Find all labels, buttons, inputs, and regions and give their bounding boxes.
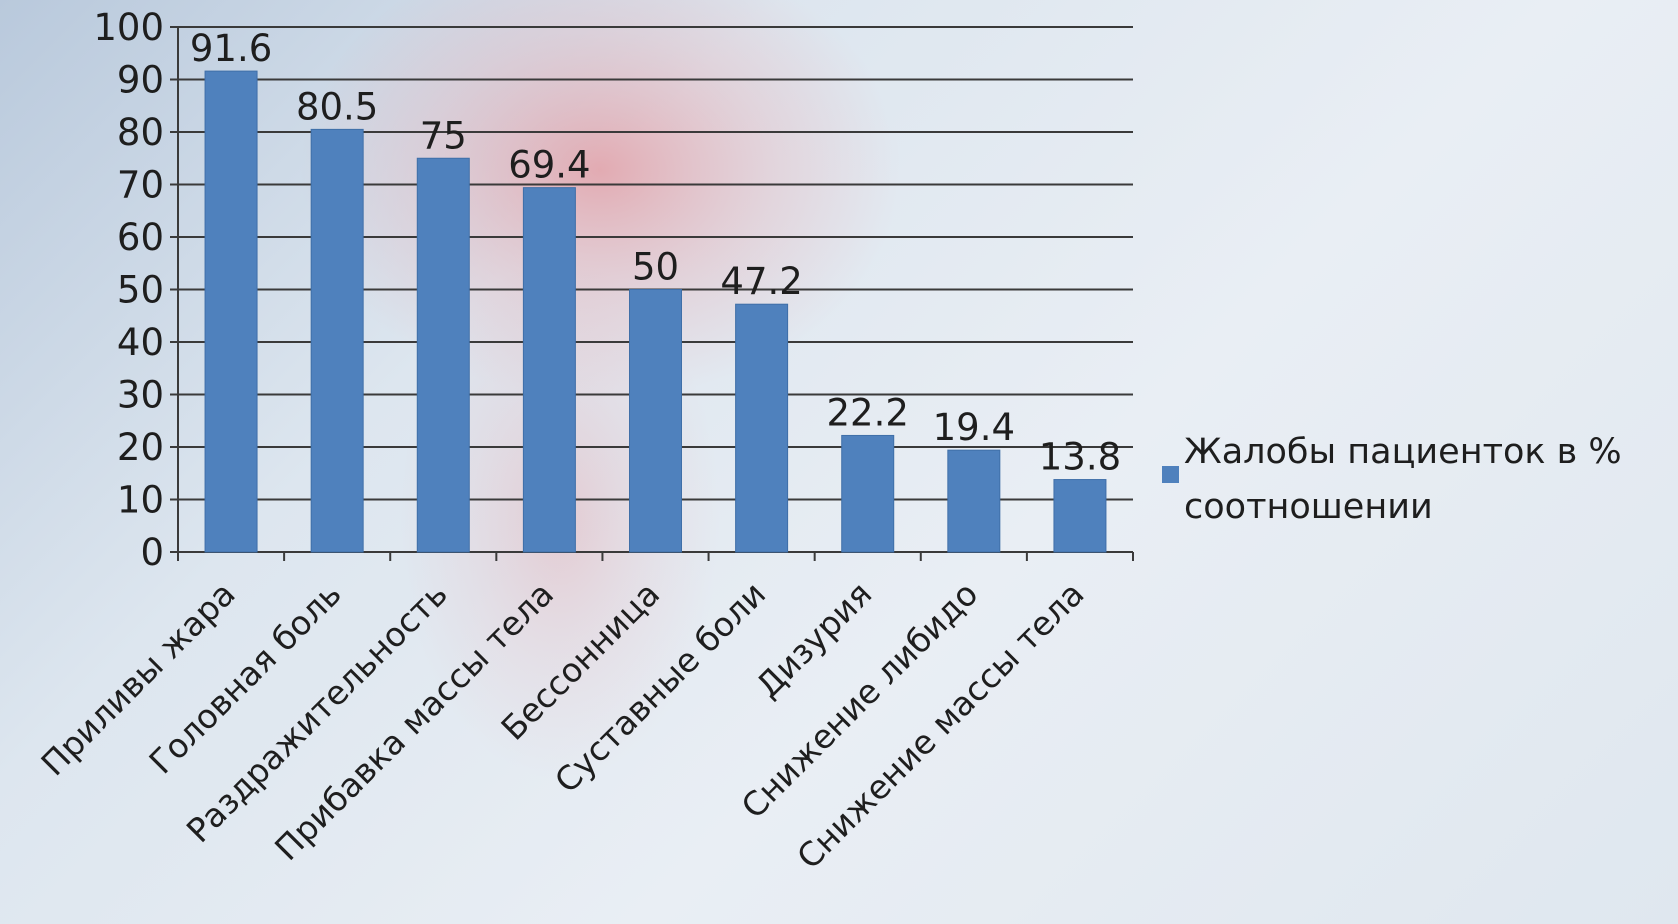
data-labels: 91.6 80.5 75 69.4 50 47.2 22.2 19.4 13.8 — [190, 27, 1121, 478]
data-label: 80.5 — [296, 85, 378, 128]
bar — [629, 289, 682, 553]
bar — [841, 434, 895, 553]
data-label: 47.2 — [720, 260, 802, 303]
bar — [522, 187, 576, 553]
legend: Жалобы пациенток в % соотношении — [1162, 432, 1622, 527]
data-label: 19.4 — [933, 406, 1015, 449]
y-tick-label: 80 — [117, 111, 164, 154]
data-label: 69.4 — [508, 144, 590, 187]
category-label: Головная боль — [141, 574, 348, 781]
data-label: 75 — [420, 114, 467, 157]
bars — [204, 70, 1107, 553]
bar — [735, 303, 789, 553]
legend-swatch — [1162, 466, 1179, 483]
y-tick-label: 50 — [117, 269, 164, 312]
legend-label-line-1: Жалобы пациенток в % — [1184, 432, 1622, 472]
bar — [947, 449, 1001, 553]
bar — [310, 128, 364, 553]
category-label: Приливы жара — [33, 574, 242, 783]
data-label: 50 — [632, 246, 679, 289]
y-tick-label: 10 — [117, 479, 164, 522]
data-label: 22.2 — [827, 391, 909, 434]
y-tick-label: 0 — [140, 531, 164, 574]
y-tick-label: 70 — [117, 164, 164, 207]
bar — [1053, 479, 1107, 553]
y-tick-label: 90 — [117, 59, 164, 102]
bar — [204, 70, 258, 553]
y-tick-label: 100 — [93, 6, 164, 49]
y-tick-label: 30 — [117, 374, 164, 417]
bar — [416, 157, 470, 553]
y-tick-labels: 0 10 20 30 40 50 60 70 80 90 100 — [93, 6, 164, 574]
y-tick-label: 20 — [117, 426, 164, 469]
data-label: 13.8 — [1039, 436, 1121, 479]
data-label: 91.6 — [190, 27, 272, 70]
y-tick-label: 60 — [117, 216, 164, 259]
legend-label-line-2: соотношении — [1184, 487, 1433, 527]
y-tick-label: 40 — [117, 321, 164, 364]
